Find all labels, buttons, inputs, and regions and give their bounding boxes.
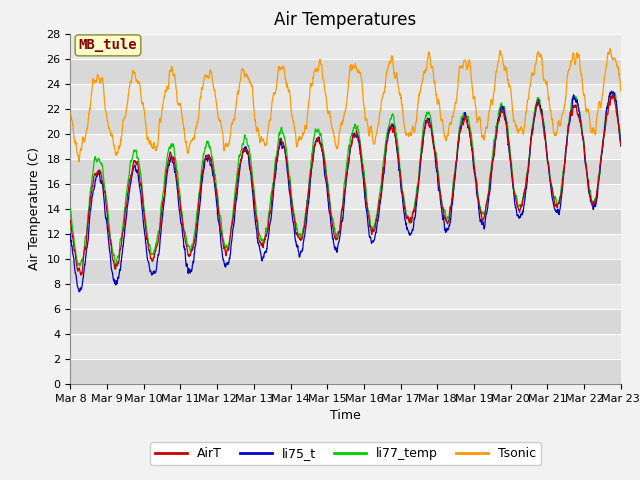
Title: Air Temperatures: Air Temperatures [275,11,417,29]
Bar [70,334,621,359]
Bar [70,284,621,309]
Bar [70,34,621,59]
Bar [70,84,621,108]
Bar [70,159,621,184]
Bar [70,234,621,259]
Bar [70,134,621,159]
Bar [70,259,621,284]
Bar [70,59,621,84]
Bar [70,108,621,134]
Bar [70,209,621,234]
Y-axis label: Air Temperature (C): Air Temperature (C) [28,147,41,270]
Bar [70,359,621,384]
Bar [70,309,621,334]
Bar [70,184,621,209]
Legend: AirT, li75_t, li77_temp, Tsonic: AirT, li75_t, li77_temp, Tsonic [150,443,541,465]
X-axis label: Time: Time [330,409,361,422]
Text: MB_tule: MB_tule [79,38,138,52]
